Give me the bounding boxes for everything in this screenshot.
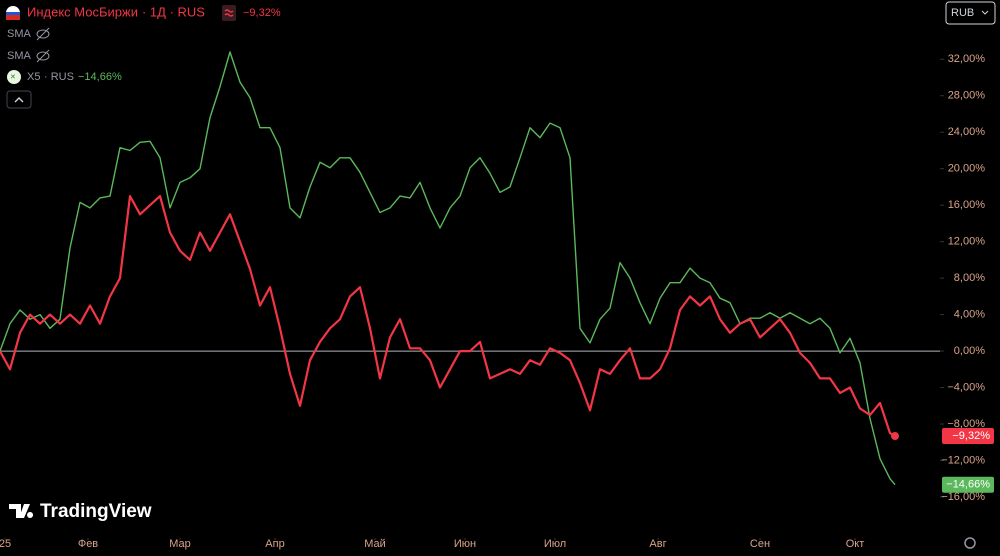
- legend: Индекс МосБиржи · 1Д · RUS −9,32% SMA SM…: [6, 4, 281, 109]
- collapse-icon: [14, 97, 24, 103]
- x-tick-label: Апр: [265, 538, 284, 550]
- y-tick-label: 16,00%: [948, 199, 986, 211]
- y-tick-label: 8,00%: [954, 272, 985, 284]
- flag-icon: [6, 15, 20, 20]
- last-value-label: −9,32%: [952, 430, 990, 442]
- x-tick-label: Май: [364, 538, 386, 550]
- x-tick-label: Июл: [544, 538, 566, 550]
- watermark-text: TradingView: [40, 501, 152, 522]
- series-line: [0, 195, 896, 438]
- x-tick-label: Окт: [846, 538, 865, 550]
- series-suffix: · 1Д · RUS: [142, 4, 205, 19]
- currency-label: RUB: [951, 7, 974, 19]
- x-tick-label: Фев: [78, 538, 98, 550]
- last-point: [891, 432, 899, 441]
- y-tick-label: 32,00%: [948, 53, 986, 65]
- x-tick-label: Мар: [169, 538, 191, 550]
- y-tick-label: −12,00%: [941, 454, 985, 466]
- x-tick-label: 25: [0, 538, 11, 550]
- dropdown-arrow: [981, 10, 989, 15]
- last-value-label: −14,66%: [946, 479, 990, 491]
- last-value-badge: [942, 428, 994, 445]
- settings-button[interactable]: [964, 537, 976, 549]
- y-tick-label: 4,00%: [954, 308, 985, 320]
- last-value-badge: [942, 476, 994, 493]
- compare-icon: [222, 5, 236, 21]
- series-change: −14,66%: [78, 71, 122, 83]
- x5-icon-mark: ✕: [10, 74, 16, 81]
- x5-icon: [7, 70, 21, 84]
- y-tick-label: 12,00%: [948, 236, 986, 248]
- y-tick-label: 0,00%: [954, 345, 985, 357]
- y-tick-label: −16,00%: [941, 491, 985, 503]
- y-tick-label: 24,00%: [948, 126, 986, 138]
- x-tick-label: Авг: [649, 538, 666, 550]
- series-suffix: · RUS: [44, 71, 74, 83]
- hidden-icon[interactable]: [36, 49, 50, 63]
- indicator-name[interactable]: SMA: [7, 50, 32, 62]
- flag-icon: [6, 12, 20, 15]
- y-tick-label: 20,00%: [948, 163, 986, 175]
- watermark: TradingView: [9, 501, 152, 522]
- y-tick-label: −4,00%: [947, 381, 985, 393]
- indicator-name[interactable]: SMA: [7, 28, 32, 40]
- x-tick-label: Сен: [750, 538, 770, 550]
- currency-dropdown[interactable]: [945, 1, 996, 25]
- x-tick-label: Июн: [454, 538, 476, 550]
- collapse-button[interactable]: [6, 90, 32, 109]
- compare-icon: [224, 9, 234, 17]
- hidden-icon[interactable]: [36, 27, 50, 41]
- plot-area: 32,00% 28,00% 24,00% 20,00% 16,00% 12,00% 8,00…: [0, 51, 994, 550]
- y-tick-label: −8,00%: [947, 418, 985, 430]
- series-change: −9,32%: [243, 7, 281, 19]
- y-tick-label: 28,00%: [948, 90, 986, 102]
- series-name: Индекс МосБиржи: [27, 4, 138, 19]
- series-name: X5: [27, 71, 40, 83]
